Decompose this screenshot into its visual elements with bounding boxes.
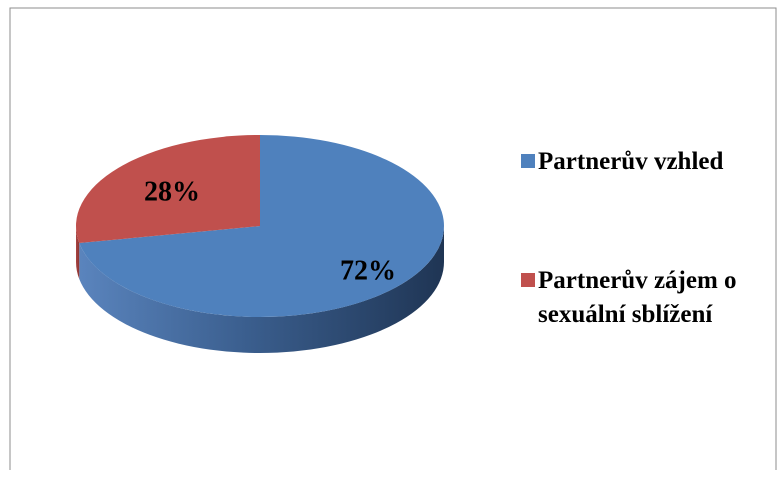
pie-side xyxy=(79,226,444,354)
data-label: 28% xyxy=(144,177,200,208)
legend-swatch xyxy=(521,273,535,287)
legend-swatch xyxy=(521,154,535,168)
data-label: 72% xyxy=(340,255,396,286)
legend-label: Partnerův zájem o sexuální sblížení xyxy=(538,267,737,328)
legend-label: Partnerův vzhled xyxy=(538,148,724,175)
pie-slice xyxy=(76,135,260,244)
pie-slice xyxy=(79,135,444,317)
legend-item: Partnerův vzhled xyxy=(521,145,761,179)
frame xyxy=(9,7,777,470)
legend-item: Partnerův zájem o sexuální sblížení xyxy=(521,264,761,332)
pie-side xyxy=(76,226,80,280)
